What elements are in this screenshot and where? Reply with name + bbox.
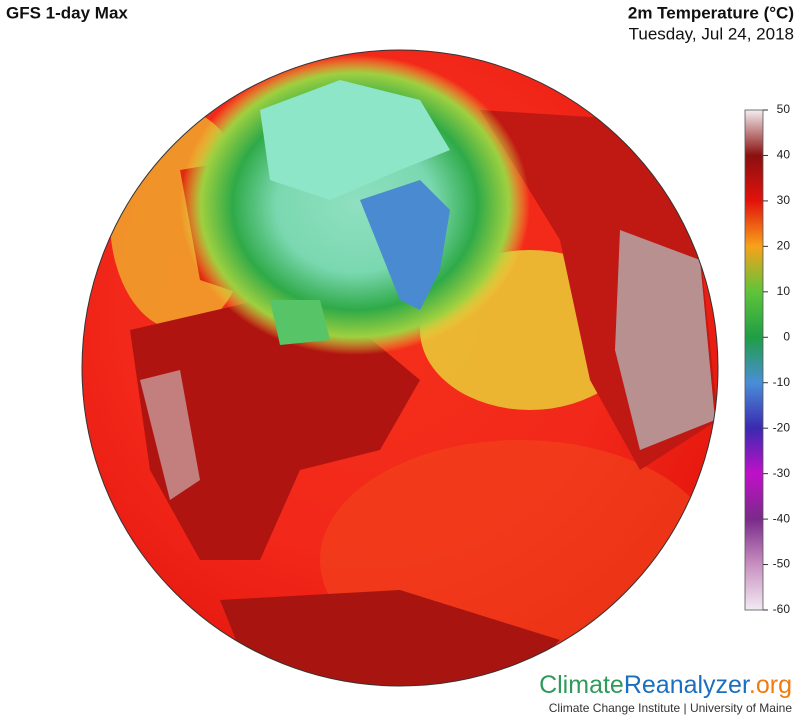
colorbar-tick-label: 50 bbox=[777, 102, 791, 116]
colorbar-tick-label: -30 bbox=[773, 466, 791, 480]
colorbar-tick-label: 0 bbox=[783, 329, 790, 343]
colorbar: 50 40 30 20 10 0 -10 -20 -30 -40 -50 -60 bbox=[744, 102, 791, 616]
colorbar-tick-label: -50 bbox=[773, 557, 791, 571]
colorbar-tick-label: 10 bbox=[777, 284, 791, 298]
map-title: GFS 1-day Max bbox=[6, 3, 128, 22]
north-america bbox=[130, 300, 420, 560]
greenland bbox=[360, 180, 450, 310]
sea-ice bbox=[260, 80, 450, 200]
colorbar-ramp bbox=[744, 109, 764, 611]
variable-label: 2m Temperature (°C) bbox=[628, 3, 794, 22]
logo-part: Climate bbox=[539, 671, 624, 699]
globe-outline bbox=[81, 49, 719, 687]
credit: Climate Change Institute | University of… bbox=[549, 701, 793, 715]
desert-east bbox=[615, 230, 715, 450]
colorbar-tick-label: -60 bbox=[773, 602, 791, 616]
logo: ClimateReanalyzer.org bbox=[539, 671, 792, 699]
colorbar-tick-label: -40 bbox=[773, 511, 791, 525]
logo-part: Reanalyzer bbox=[624, 671, 750, 699]
hudson-bay bbox=[270, 300, 330, 345]
globe bbox=[82, 50, 718, 686]
colorbar-tick-label: 30 bbox=[777, 193, 791, 207]
colorbar-tick-label: -20 bbox=[773, 420, 791, 434]
desert-west bbox=[140, 370, 200, 500]
logo-part: .org bbox=[749, 671, 792, 699]
date-label: Tuesday, Jul 24, 2018 bbox=[629, 24, 794, 43]
colorbar-tick-label: 20 bbox=[777, 239, 791, 253]
colorbar-tick-label: 40 bbox=[777, 148, 791, 162]
colorbar-tick-label: -10 bbox=[773, 375, 791, 389]
